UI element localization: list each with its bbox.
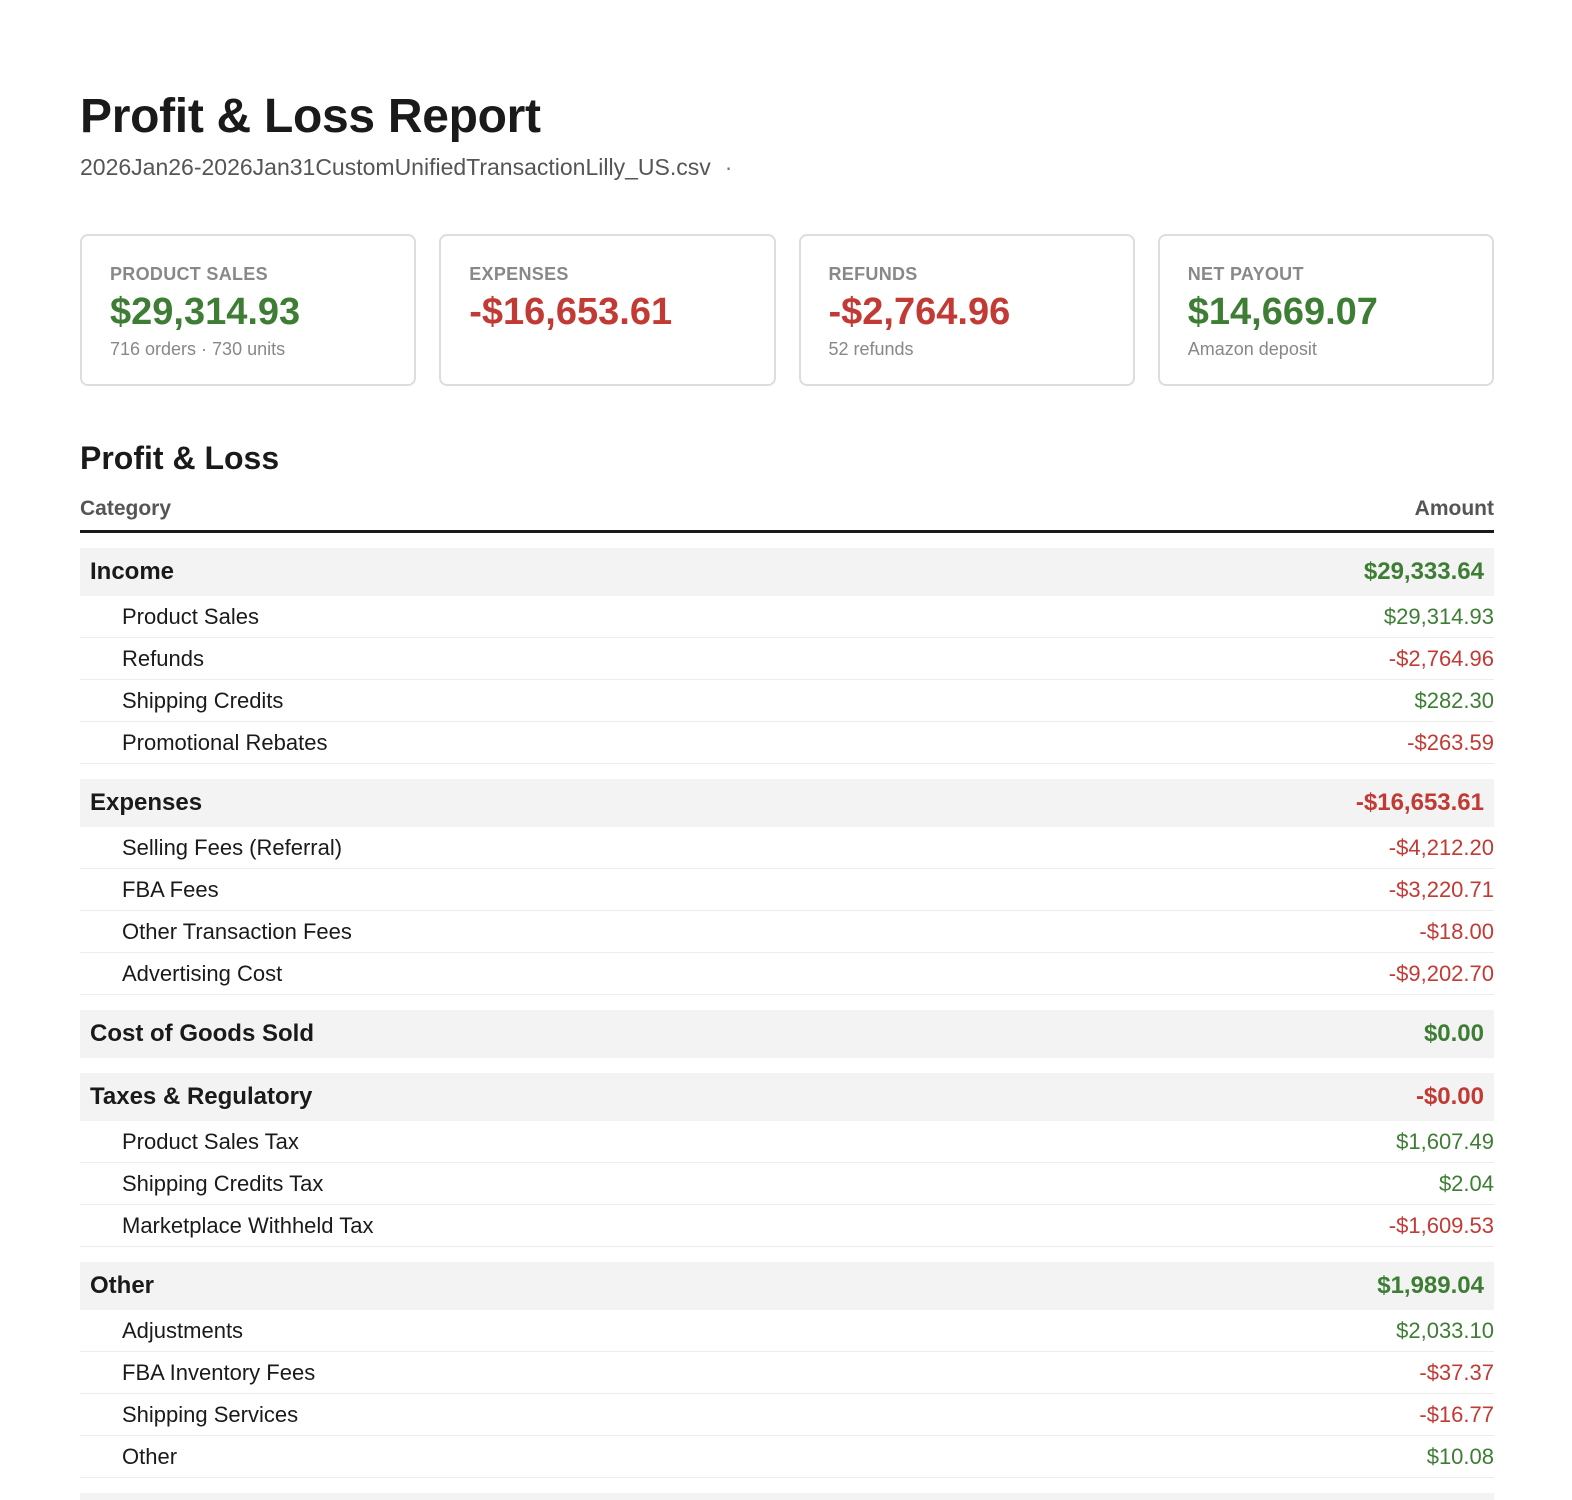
card-subtext: 52 refunds (828, 339, 914, 359)
line-item-amount: -$18.00 (1419, 918, 1494, 944)
category-group: Other $1,989.04 Adjustments $2,033.10 FBA In… (80, 1262, 1494, 1478)
table-row: Product Sales Tax $1,607.49 (80, 1121, 1494, 1163)
line-item-name: Promotional Rebates (122, 729, 328, 755)
line-item-name: Other Transaction Fees (122, 918, 352, 944)
line-item-name: Other (122, 1443, 178, 1469)
line-item-name: FBA Fees (122, 876, 219, 902)
table-row: Shipping Credits Tax $2.04 (80, 1163, 1494, 1205)
line-item-name: Product Sales (122, 603, 259, 629)
line-item-amount: $29,314.93 (1383, 603, 1494, 629)
table-row: Shipping Services -$16.77 (80, 1394, 1494, 1436)
line-item-name: FBA Inventory Fees (122, 1359, 316, 1385)
line-item-amount: $282.30 (1414, 687, 1494, 713)
summary-card-product-sales: PRODUCT SALES $29,314.93 716 orders · 73… (80, 234, 417, 386)
line-item-name: Advertising Cost (122, 960, 283, 986)
category-name: Other (90, 1272, 155, 1299)
category-group-row: Taxes & Regulatory -$0.00 (80, 1073, 1494, 1121)
line-item-name: Product Sales Tax (122, 1128, 299, 1154)
table-row: Marketplace Withheld Tax -$1,609.53 (80, 1205, 1494, 1247)
category-group-row: Expenses -$16,653.61 (80, 779, 1494, 827)
card-label: NET PAYOUT (1187, 264, 1304, 284)
category-group: Expenses -$16,653.61 Selling Fees (Referra… (80, 779, 1494, 995)
table-row: Shipping Credits $282.30 (80, 680, 1494, 722)
line-item-amount: $1,607.49 (1396, 1128, 1494, 1154)
card-subtext: 716 orders · 730 units (110, 339, 286, 359)
category-group-row: Cost of Goods Sold $0.00 (80, 1010, 1494, 1058)
line-item-name: Shipping Credits (122, 687, 284, 713)
line-item-name: Selling Fees (Referral) (122, 834, 343, 860)
card-value: $29,314.93 (110, 291, 301, 333)
line-item-name: Shipping Services (122, 1401, 299, 1427)
card-value: -$16,653.61 (469, 291, 673, 333)
table-body: Income $29,333.64 Product Sales $29,314.93 R… (80, 548, 1494, 1500)
card-subtext: Amazon deposit (1187, 339, 1317, 359)
table-row: FBA Fees -$3,220.71 (80, 869, 1494, 911)
category-group: Taxes & Regulatory -$0.00 Product Sales Ta… (80, 1073, 1494, 1247)
category-group: Cost of Goods Sold $0.00 (80, 1010, 1494, 1058)
line-item-amount: -$16.77 (1419, 1401, 1494, 1427)
report-subtitle: 2026Jan26-2026Jan31CustomUnifiedTransact… (80, 152, 732, 182)
category-group-row: Adjustments-$2,000.00 (80, 1493, 1494, 1500)
line-item-amount: -$1,609.53 (1388, 1212, 1494, 1238)
line-item-amount: $2.04 (1438, 1170, 1494, 1196)
category-group-row: Other $1,989.04 (80, 1262, 1494, 1310)
column-header-amount: Amount (1414, 497, 1494, 520)
source-filename: 2026Jan26-2026Jan31CustomUnifiedTransact… (80, 154, 711, 180)
category-group: Adjustments-$2,000.00 (80, 1493, 1494, 1500)
category-total: -$0.00 (1415, 1083, 1484, 1110)
table-row: Other $10.08 (80, 1436, 1494, 1478)
table-row: FBA Inventory Fees -$37.37 (80, 1352, 1494, 1394)
line-item-amount: $2,033.10 (1396, 1317, 1494, 1343)
line-item-amount: -$263.59 (1407, 729, 1494, 755)
line-item-name: Adjustments (122, 1317, 244, 1343)
column-header-category: Category (80, 497, 172, 520)
summary-card-expenses: EXPENSES -$16,653.61 (439, 234, 776, 386)
line-item-amount: -$4,212.20 (1388, 834, 1494, 860)
table-row: Promotional Rebates -$263.59 (80, 722, 1494, 764)
line-item-amount: -$9,202.70 (1388, 960, 1494, 986)
table-row: Selling Fees (Referral) -$4,212.20 (80, 827, 1494, 869)
category-name: Taxes & Regulatory (90, 1083, 313, 1110)
summary-card-refunds: REFUNDS -$2,764.96 52 refunds (798, 234, 1135, 386)
line-item-amount: -$2,764.96 (1388, 645, 1494, 671)
line-item-amount: $10.08 (1426, 1443, 1494, 1469)
line-item-name: Marketplace Withheld Tax (122, 1212, 374, 1238)
table-header: Category Amount (80, 494, 1494, 533)
card-label: PRODUCT SALES (110, 264, 268, 284)
table-row: Product Sales $29,314.93 (80, 596, 1494, 638)
line-item-name: Refunds (122, 645, 204, 671)
card-value: -$2,764.96 (828, 291, 1011, 333)
line-item-name: Shipping Credits Tax (122, 1170, 324, 1196)
category-group: Income $29,333.64 Product Sales $29,314.93 R… (80, 548, 1494, 764)
category-name: Income (90, 558, 175, 585)
card-label: EXPENSES (469, 264, 569, 284)
category-total: $0.00 (1423, 1020, 1484, 1047)
category-name: Expenses (90, 789, 203, 816)
pnl-table: Category Amount Income $29,333.64 Product … (80, 494, 1494, 1500)
page-title: Profit & Loss Report (80, 90, 541, 143)
table-row: Refunds -$2,764.96 (80, 638, 1494, 680)
section-title: Profit & Loss (80, 440, 280, 476)
table-row: Adjustments $2,033.10 (80, 1310, 1494, 1352)
category-total: -$16,653.61 (1355, 789, 1484, 816)
summary-card-net-payout: NET PAYOUT $14,669.07 Amazon deposit (1157, 234, 1494, 386)
table-row: Other Transaction Fees -$18.00 (80, 911, 1494, 953)
category-total: $1,989.04 (1377, 1272, 1484, 1299)
card-label: REFUNDS (828, 264, 918, 284)
category-name: Cost of Goods Sold (90, 1020, 314, 1047)
category-group-row: Income $29,333.64 (80, 548, 1494, 596)
line-item-amount: -$37.37 (1419, 1359, 1494, 1385)
line-item-amount: -$3,220.71 (1388, 876, 1494, 902)
category-total: $29,333.64 (1363, 558, 1484, 585)
table-row: Advertising Cost -$9,202.70 (80, 953, 1494, 995)
card-value: $14,669.07 (1187, 291, 1378, 333)
subtitle-separator: · (724, 154, 733, 180)
summary-cards: PRODUCT SALES $29,314.93 716 orders · 73… (80, 234, 1494, 386)
